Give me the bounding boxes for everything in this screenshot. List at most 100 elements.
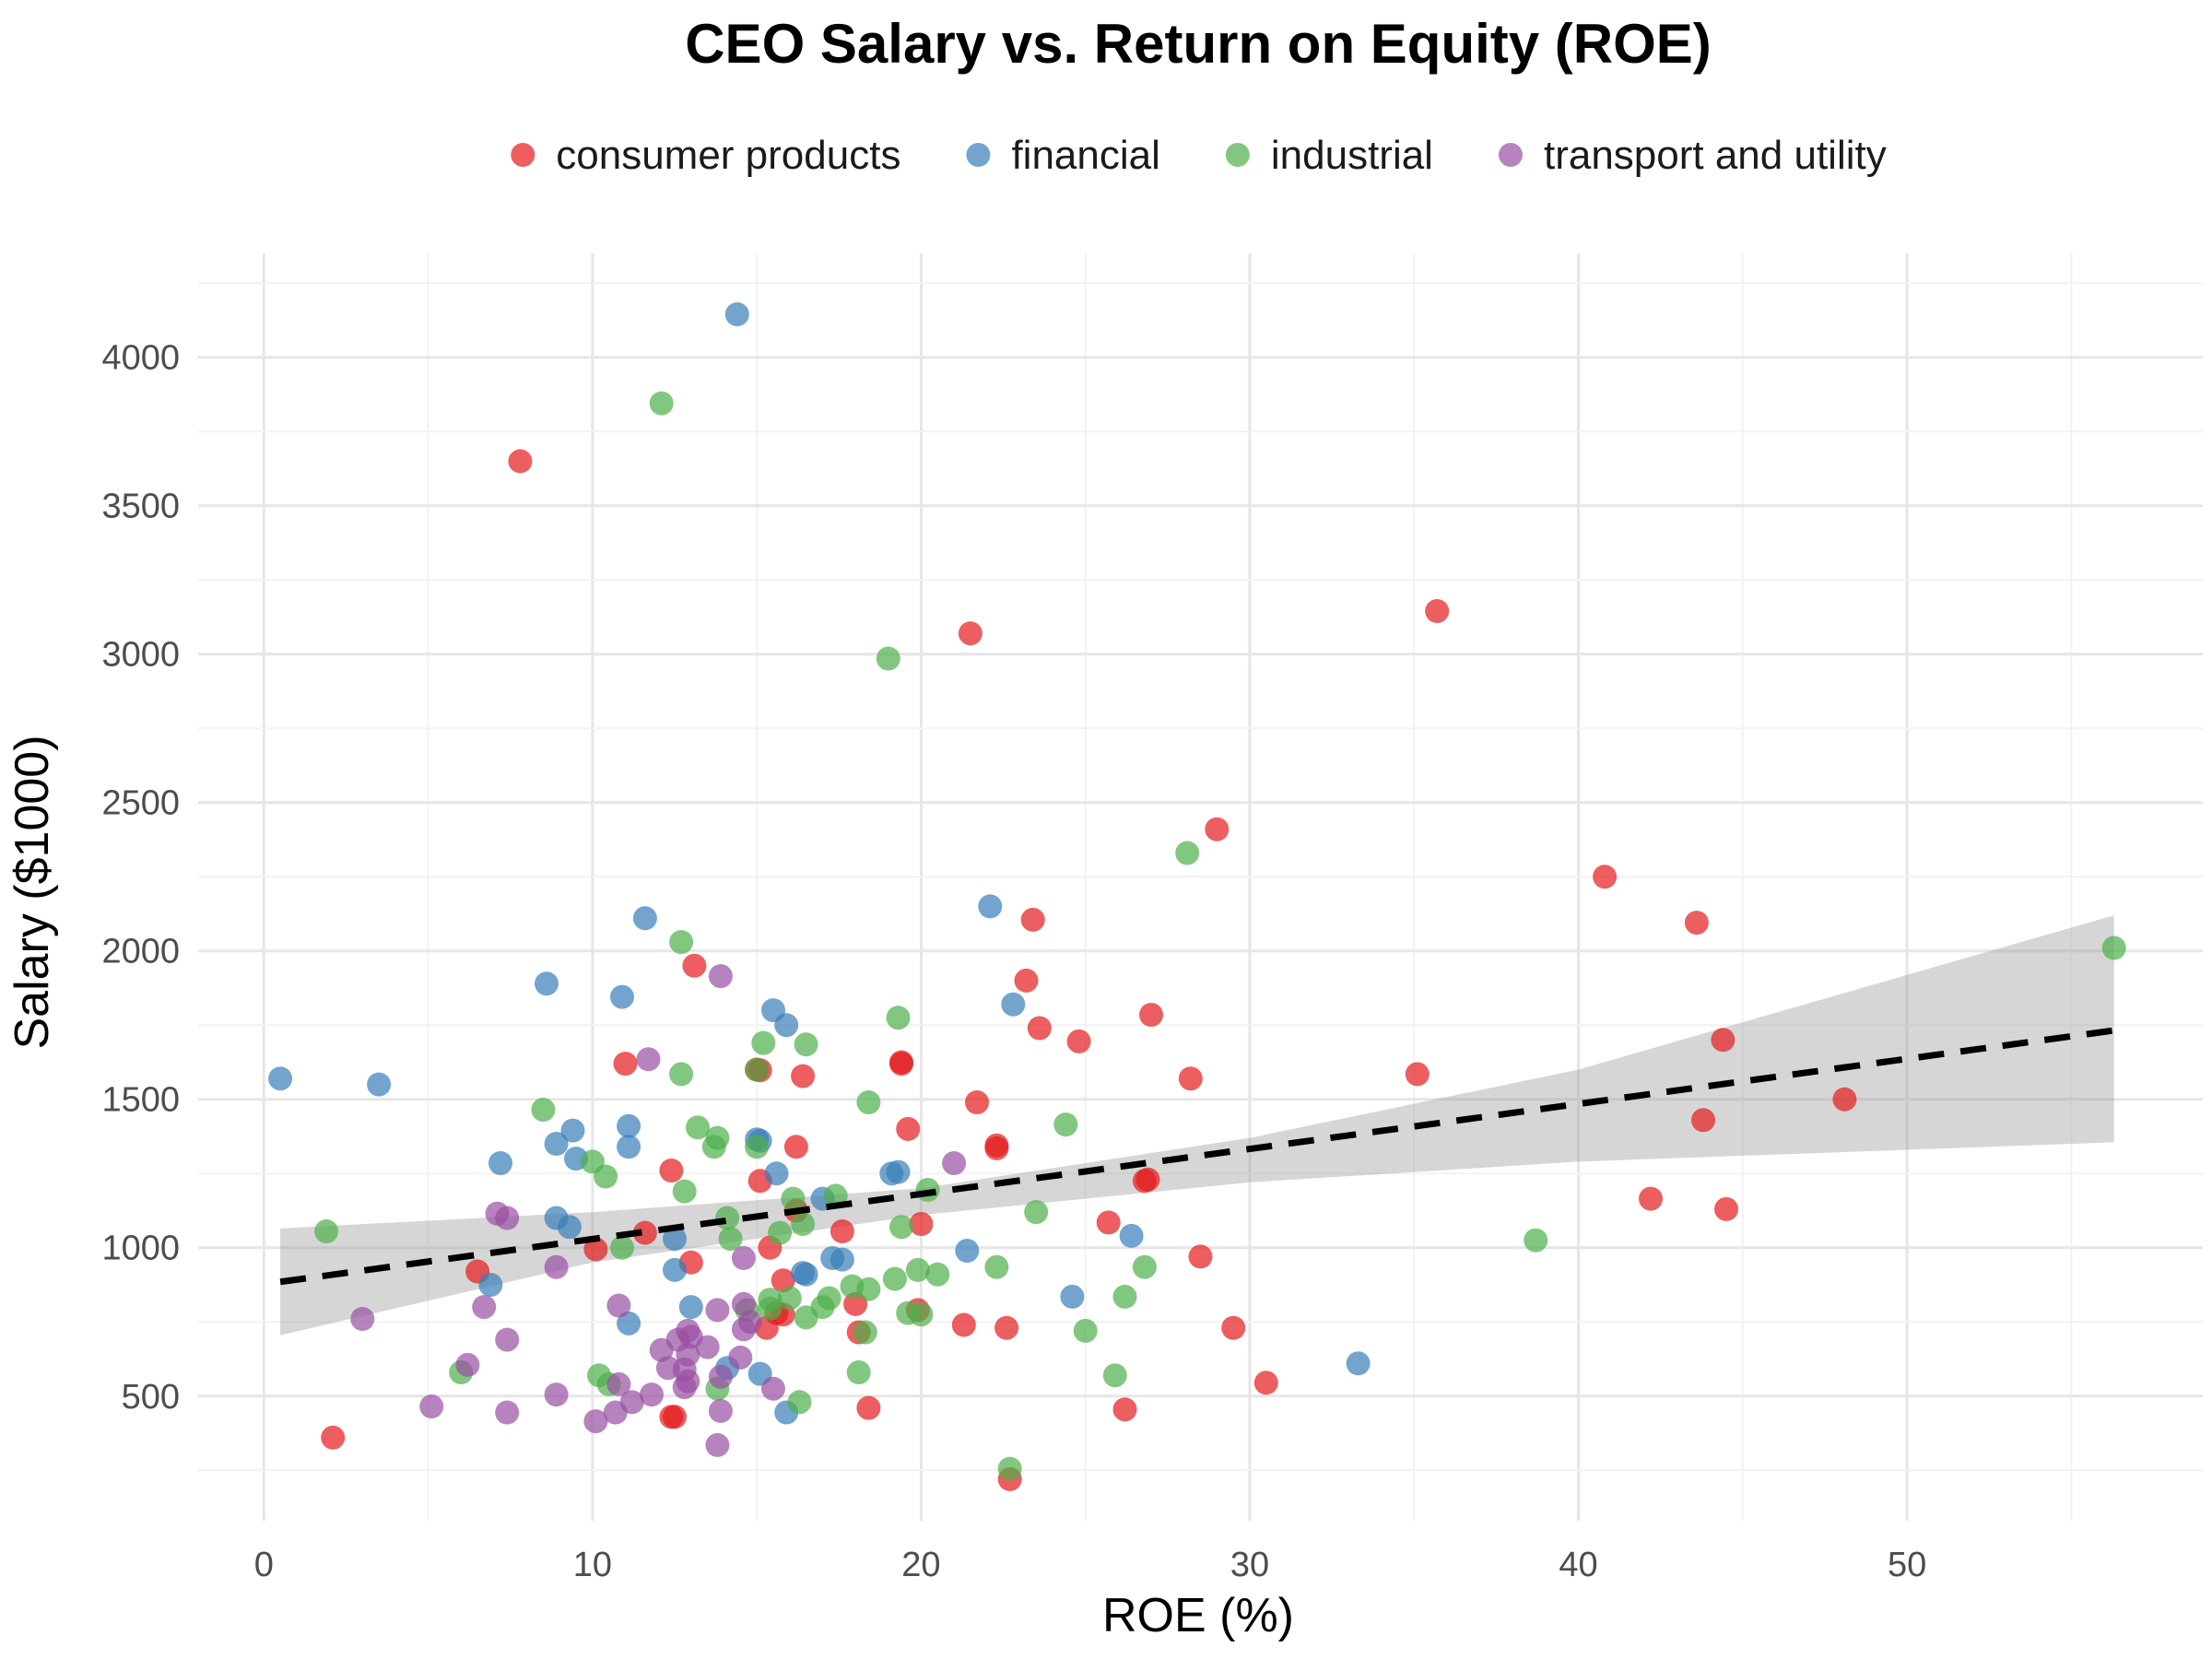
data-point (663, 1227, 687, 1252)
y-tick-label: 2500 (101, 784, 180, 823)
data-point (613, 1052, 638, 1077)
data-point (472, 1295, 497, 1320)
data-point (695, 1335, 720, 1359)
data-point (1178, 1066, 1203, 1091)
data-point (896, 1116, 921, 1141)
data-point (617, 1113, 641, 1138)
data-point (663, 1405, 687, 1430)
data-point (965, 1090, 989, 1114)
data-point (731, 1246, 756, 1270)
legend-label: transport and utility (1544, 133, 1887, 178)
data-point (367, 1072, 392, 1097)
data-point (1253, 1371, 1278, 1395)
grid (198, 253, 2203, 1521)
data-point (1524, 1228, 1548, 1253)
legend-item-transport-and-utility: transport and utility (1498, 133, 1887, 178)
data-point (708, 1398, 733, 1423)
data-points (268, 302, 2126, 1491)
data-point (958, 621, 982, 646)
data-point (853, 1320, 877, 1345)
data-point (1714, 1196, 1738, 1221)
data-point (1119, 1223, 1144, 1248)
data-point (314, 1219, 339, 1243)
x-axis-title: ROE (%) (1102, 1589, 1294, 1642)
data-point (478, 1273, 503, 1297)
legend-marker (511, 143, 535, 167)
data-point (1188, 1244, 1213, 1269)
data-point (955, 1239, 980, 1263)
data-point (617, 1311, 641, 1335)
data-point (669, 930, 694, 955)
y-tick-label: 3500 (101, 488, 180, 526)
data-point (531, 1098, 556, 1122)
data-point (606, 1371, 631, 1396)
data-point (1132, 1254, 1157, 1279)
data-point (777, 1286, 802, 1311)
data-point (768, 1220, 793, 1245)
data-point (594, 1164, 618, 1189)
data-point (774, 1013, 799, 1038)
data-point (724, 302, 749, 326)
data-point (1139, 1003, 1163, 1027)
data-point (1024, 1200, 1049, 1225)
x-tick-label: 10 (573, 1546, 612, 1584)
data-point (708, 964, 733, 989)
y-tick-label: 4000 (101, 339, 180, 378)
data-point (905, 1257, 930, 1282)
data-point (1346, 1351, 1371, 1376)
data-point (268, 1066, 293, 1091)
data-point (781, 1186, 806, 1211)
data-point (886, 1159, 911, 1184)
data-point (701, 1135, 726, 1159)
data-point (830, 1247, 854, 1272)
legend-marker (966, 143, 991, 167)
data-point (791, 1064, 816, 1088)
x-tick-label: 20 (901, 1546, 940, 1584)
y-axis-ticks: 500 1000 1500 2000 2500 3000 3500 4000 (101, 339, 180, 1417)
data-point (649, 391, 674, 416)
data-point (560, 1118, 585, 1143)
data-point (846, 1360, 871, 1384)
data-point (1684, 911, 1709, 935)
x-tick-label: 0 (254, 1546, 274, 1584)
data-point (1102, 1363, 1127, 1388)
data-point (705, 1298, 730, 1323)
legend-marker (1498, 143, 1523, 167)
data-point (632, 1220, 657, 1245)
data-point (1593, 865, 1618, 889)
data-point (321, 1425, 346, 1450)
data-point (1425, 599, 1450, 623)
x-tick-label: 30 (1230, 1546, 1269, 1584)
data-point (1066, 1029, 1091, 1053)
data-point (1073, 1318, 1098, 1343)
data-point (1175, 841, 1200, 865)
legend-item-industrial: industrial (1225, 133, 1433, 178)
data-point (583, 1409, 608, 1434)
data-point (889, 1215, 913, 1240)
data-point (731, 1317, 756, 1342)
data-point (728, 1345, 753, 1370)
data-point (419, 1394, 444, 1418)
regression-line (279, 1027, 2115, 1286)
data-point (909, 1212, 934, 1236)
data-point (495, 1400, 520, 1425)
data-point (794, 1262, 818, 1287)
data-point (1112, 1397, 1137, 1422)
data-point (1096, 1210, 1121, 1235)
data-point (994, 1315, 1019, 1340)
data-point (1060, 1284, 1085, 1309)
data-point (856, 1277, 881, 1301)
data-point (557, 1215, 582, 1240)
y-tick-label: 1500 (101, 1081, 180, 1120)
data-point (672, 1179, 697, 1204)
data-point (455, 1352, 480, 1377)
trend-line (279, 1027, 2115, 1286)
data-point (1112, 1284, 1137, 1309)
data-point (678, 1295, 703, 1320)
data-point (856, 1090, 881, 1114)
legend-marker (1225, 143, 1250, 167)
data-point (745, 1057, 770, 1082)
y-axis-title: Salary ($1000) (6, 735, 59, 1049)
data-point (1001, 992, 1026, 1017)
data-point (830, 1219, 854, 1243)
